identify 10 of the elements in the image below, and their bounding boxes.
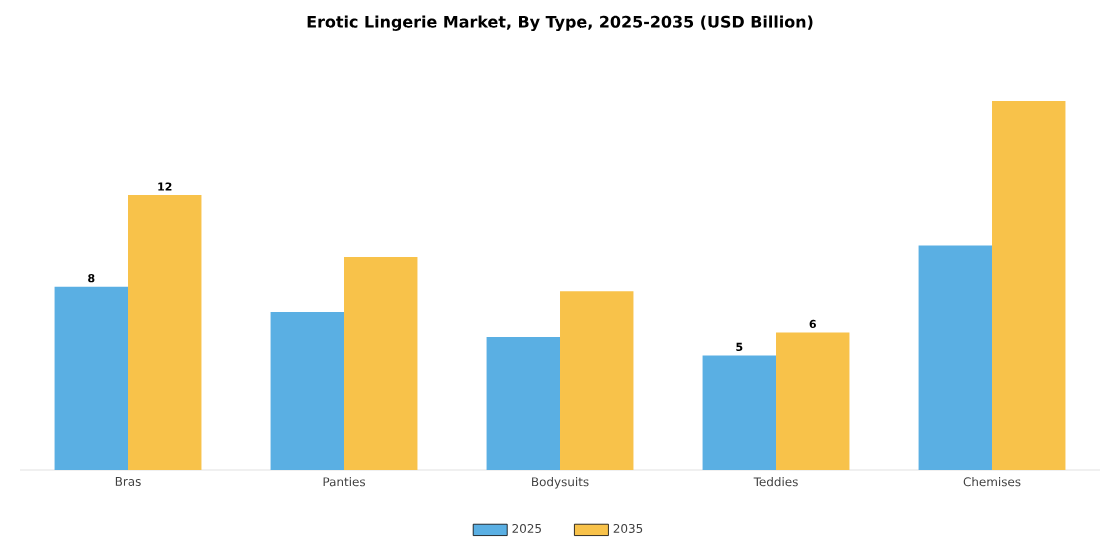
bar (128, 195, 202, 470)
bar (992, 101, 1066, 470)
bar (776, 332, 850, 470)
bar (560, 291, 634, 470)
bar (54, 286, 129, 470)
bar (486, 337, 561, 470)
bar (918, 245, 993, 470)
bar (270, 311, 345, 470)
bar (702, 355, 777, 470)
bar (344, 256, 418, 470)
